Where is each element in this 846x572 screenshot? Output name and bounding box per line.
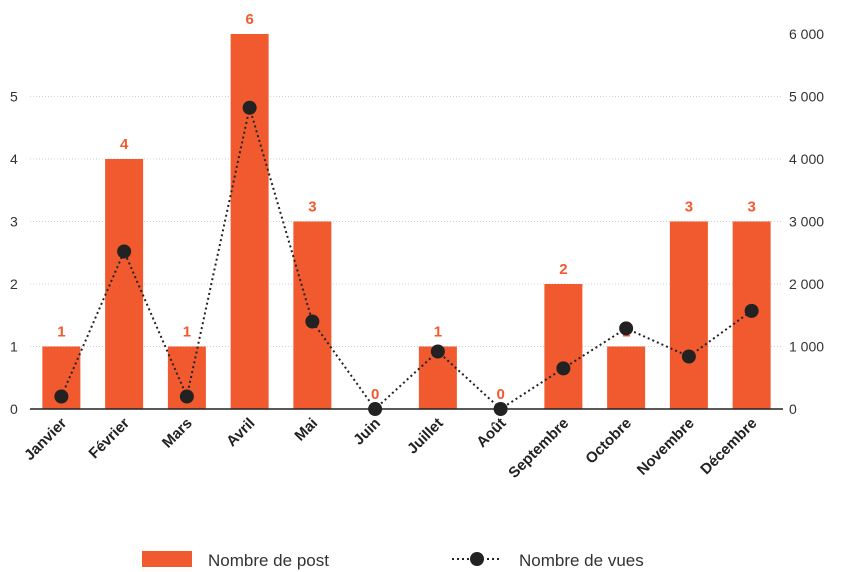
category-label: Juin (350, 415, 384, 449)
left-tick-label: 2 (10, 276, 18, 292)
category-label: Avril (223, 415, 258, 450)
bar-data-label: 2 (559, 261, 567, 278)
right-y-axis: 0 1 000 2 000 3 000 4 000 5 000 6 000 (789, 26, 824, 417)
right-tick-label: 0 (789, 401, 797, 417)
left-tick-label: 5 (10, 89, 18, 105)
bar-data-label: 4 (120, 136, 129, 153)
bar-data-label: 1 (57, 324, 65, 341)
bar-data-label: 3 (685, 199, 693, 216)
bar-data-label: 3 (747, 199, 755, 216)
views-point (54, 389, 69, 404)
category-label: Mars (159, 415, 196, 452)
line-series (54, 100, 759, 416)
legend-label-line: Nombre de vues (519, 551, 644, 570)
left-tick-label: 1 (10, 339, 18, 355)
bar-data-label: 0 (496, 386, 504, 403)
bar-data-label: 0 (371, 386, 379, 403)
bar-data-label: 1 (183, 324, 191, 341)
category-label: Octobre (582, 415, 635, 468)
category-label: Février (86, 415, 134, 463)
views-point (430, 344, 445, 359)
bar (230, 34, 269, 409)
bars-series (42, 34, 771, 409)
left-tick-label: 4 (10, 151, 18, 167)
views-point (493, 402, 508, 416)
category-label: Décembre (697, 415, 760, 478)
views-point (556, 361, 571, 376)
category-label: Mai (291, 415, 321, 445)
legend-swatch-marker (470, 552, 484, 566)
right-tick-label: 3 000 (789, 214, 824, 230)
bar-data-label: 1 (434, 324, 442, 341)
views-point (305, 314, 320, 329)
legend-label-bar: Nombre de post (208, 551, 329, 570)
right-tick-label: 5 000 (789, 89, 824, 105)
bar (669, 221, 708, 409)
gridlines (30, 96, 783, 347)
category-label: Juillet (404, 415, 447, 458)
right-tick-label: 1 000 (789, 339, 824, 355)
category-label: Août (473, 415, 509, 451)
category-label: Janvier (21, 415, 70, 464)
right-tick-label: 4 000 (789, 151, 824, 167)
bar (544, 284, 583, 409)
x-axis-labels: Janvier Février Mars Avril Mai Juin Juillet Aoû… (21, 415, 760, 482)
views-point (117, 244, 132, 259)
views-point (242, 100, 257, 115)
left-y-axis: 0 1 2 3 4 5 (10, 89, 18, 418)
views-point (619, 321, 634, 336)
left-tick-label: 0 (10, 401, 18, 417)
legend-swatch-bar (142, 551, 192, 567)
right-tick-label: 2 000 (789, 276, 824, 292)
views-point (179, 389, 194, 404)
views-line (60, 107, 753, 411)
bar (607, 346, 646, 409)
legend: Nombre de post Nombre de vues (142, 551, 644, 570)
bar-data-label: 3 (308, 199, 316, 216)
right-tick-label: 6 000 (789, 26, 824, 42)
left-tick-label: 3 (10, 214, 18, 230)
bar-data-label: 6 (245, 11, 253, 28)
views-point (681, 349, 696, 364)
views-point (368, 402, 383, 416)
bar (105, 159, 144, 409)
views-point (744, 303, 759, 318)
bar-data-labels: 141630102133 (57, 11, 756, 403)
category-label: Novembre (634, 415, 698, 479)
category-label: Septembre (505, 415, 572, 482)
